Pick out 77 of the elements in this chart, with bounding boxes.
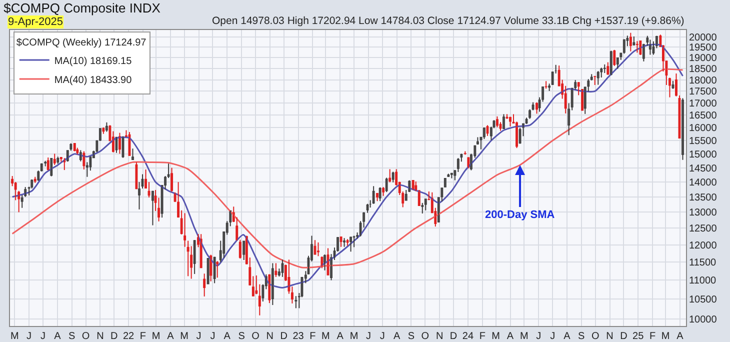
x-tick-label: D: [450, 331, 458, 342]
x-tick-label: N: [606, 331, 614, 342]
legend-title: $COMPQ (Weekly) 17124.97: [16, 37, 147, 48]
x-tick-label: M: [661, 331, 670, 342]
x-tick-label: A: [224, 331, 231, 342]
y-tick-label: 10500: [689, 294, 718, 306]
y-tick-label: 19000: [689, 53, 718, 64]
x-tick-label: J: [26, 331, 32, 342]
x-tick-label: S: [408, 331, 415, 342]
x-tick-label: 25: [632, 331, 644, 342]
x-tick-label: M: [520, 331, 528, 342]
x-tick-label: J: [40, 331, 46, 342]
x-tick-label: N: [436, 331, 444, 342]
y-tick-label: 18500: [689, 64, 718, 76]
x-tick-label: D: [110, 331, 118, 342]
x-tick-label: M: [492, 331, 500, 342]
y-tick-label: 17000: [689, 98, 718, 110]
candlestick: [206, 258, 210, 284]
y-tick-label: 15000: [689, 149, 718, 160]
legend-label: MA(40) 18433.90: [54, 74, 132, 86]
x-tick-label: 24: [462, 331, 474, 342]
y-tick-label: 17500: [689, 86, 718, 98]
y-tick-label: 10000: [689, 314, 718, 326]
x-tick-label: M: [180, 331, 189, 342]
chart-title: $COMPQ Composite INDX: [4, 0, 161, 16]
x-tick-label: M: [322, 331, 330, 342]
y-tick-label: 13000: [689, 208, 718, 219]
x-tick-label: A: [167, 331, 174, 342]
y-tick-label: 15500: [689, 136, 718, 148]
y-tick-label: 12500: [689, 224, 718, 235]
y-tick-label: 11000: [689, 276, 717, 287]
x-tick-label: M: [10, 331, 19, 342]
x-tick-label: S: [578, 331, 586, 342]
x-tick-label: O: [421, 331, 430, 342]
x-tick-label: O: [591, 331, 600, 342]
x-tick-label: F: [479, 331, 486, 342]
x-tick-label: F: [140, 331, 146, 342]
y-tick-label: 16500: [689, 110, 718, 122]
x-tick-label: 23: [292, 331, 304, 342]
y-tick-label: 16000: [689, 123, 718, 134]
x-tick-label: N: [266, 331, 274, 342]
x-tick-label: D: [280, 331, 288, 342]
x-tick-label: D: [620, 331, 628, 342]
x-tick-label: M: [152, 331, 160, 342]
x-tick-label: F: [310, 331, 316, 342]
x-tick-label: A: [393, 331, 400, 342]
text: Open 14978.03 High 17202.94 Low 14784.03 Close 17124.97 Volume 33.1B Chg +1537.19 (+9.86%): [212, 15, 684, 27]
chart-subtitle: 9-Apr-2025: [8, 16, 64, 28]
x-tick-label: A: [336, 331, 344, 342]
x-tick-label: A: [506, 331, 514, 342]
x-tick-label: 22: [122, 331, 135, 342]
x-tick-label: M: [350, 331, 358, 342]
y-tick-label: 14500: [689, 163, 718, 174]
x-tick-label: N: [96, 331, 104, 342]
x-tick-label: S: [68, 331, 76, 342]
x-tick-label: A: [54, 331, 62, 342]
x-tick-label: S: [238, 331, 246, 342]
y-tick-label: 20000: [689, 32, 718, 44]
y-tick-label: 18000: [689, 75, 718, 86]
x-tick-label: J: [380, 331, 385, 342]
annotation: 200-Day SMA: [485, 209, 555, 221]
x-tick-label: J: [210, 331, 216, 342]
x-tick-label: O: [82, 331, 90, 342]
y-tick-label: 11500: [689, 258, 717, 269]
x-tick-label: J: [550, 331, 556, 342]
x-tick-label: A: [676, 331, 684, 342]
legend-label: MA(10) 18169.15: [54, 56, 132, 67]
x-tick-label: A: [564, 331, 571, 342]
x-tick-label: O: [252, 331, 260, 342]
y-tick-label: 14000: [689, 178, 718, 189]
y-tick-label: 13500: [689, 192, 718, 204]
y-tick-label: 12000: [689, 240, 718, 252]
x-tick-label: J: [196, 331, 202, 342]
x-tick-label: J: [536, 331, 542, 342]
x-tick-label: J: [366, 331, 371, 342]
y-tick-label: 19500: [689, 42, 718, 54]
x-tick-label: F: [649, 331, 656, 342]
